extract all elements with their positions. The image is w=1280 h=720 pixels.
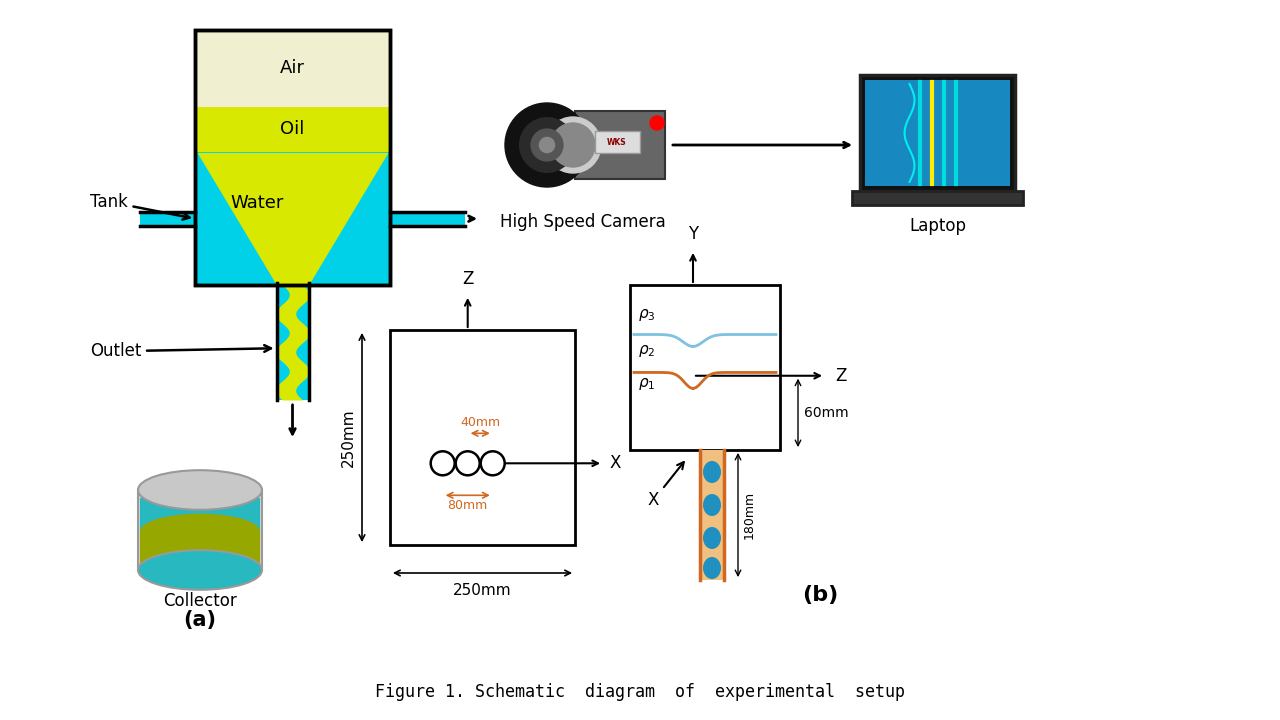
Bar bbox=[276, 285, 308, 400]
Text: Laptop: Laptop bbox=[909, 217, 966, 235]
Text: Air: Air bbox=[280, 59, 305, 77]
Bar bbox=[195, 30, 390, 285]
Bar bbox=[700, 450, 724, 580]
Text: Y: Y bbox=[687, 225, 698, 243]
Text: Z: Z bbox=[462, 270, 474, 288]
Text: Figure 1. Schematic  diagram  of  experimental  setup: Figure 1. Schematic diagram of experimen… bbox=[375, 683, 905, 701]
Ellipse shape bbox=[703, 494, 721, 516]
Text: High Speed Camera: High Speed Camera bbox=[500, 213, 666, 231]
Circle shape bbox=[650, 116, 664, 130]
Ellipse shape bbox=[703, 527, 721, 549]
Circle shape bbox=[506, 103, 589, 187]
Circle shape bbox=[539, 138, 554, 153]
Text: 80mm: 80mm bbox=[448, 499, 488, 513]
Circle shape bbox=[550, 123, 595, 167]
Bar bbox=[140, 498, 260, 531]
Ellipse shape bbox=[138, 550, 262, 590]
Bar bbox=[865, 80, 1010, 186]
Ellipse shape bbox=[703, 557, 721, 579]
Bar bbox=[852, 191, 1023, 205]
Text: Oil: Oil bbox=[280, 120, 305, 138]
Bar bbox=[195, 107, 390, 153]
Bar bbox=[630, 285, 780, 450]
Bar bbox=[138, 490, 262, 570]
Text: $\rho_3$: $\rho_3$ bbox=[637, 307, 655, 323]
Circle shape bbox=[456, 451, 480, 475]
Ellipse shape bbox=[140, 513, 260, 549]
Bar bbox=[195, 153, 390, 285]
Text: 40mm: 40mm bbox=[460, 416, 500, 429]
Bar bbox=[390, 330, 575, 545]
Circle shape bbox=[531, 129, 563, 161]
Circle shape bbox=[481, 451, 504, 475]
Text: Outlet: Outlet bbox=[90, 342, 271, 360]
Text: 60mm: 60mm bbox=[804, 406, 849, 420]
Text: $\rho_2$: $\rho_2$ bbox=[637, 343, 655, 359]
Bar bbox=[390, 212, 465, 225]
Text: 250mm: 250mm bbox=[340, 408, 356, 467]
Text: (b): (b) bbox=[801, 585, 838, 605]
Ellipse shape bbox=[703, 461, 721, 483]
Text: 180mm: 180mm bbox=[742, 491, 756, 539]
Text: 250mm: 250mm bbox=[453, 583, 512, 598]
Text: Water: Water bbox=[230, 194, 284, 212]
Text: Collector: Collector bbox=[163, 592, 237, 610]
Text: WKS: WKS bbox=[607, 138, 627, 147]
Bar bbox=[595, 131, 640, 153]
Circle shape bbox=[520, 117, 575, 172]
Text: X: X bbox=[611, 454, 621, 472]
Ellipse shape bbox=[138, 470, 262, 510]
Circle shape bbox=[545, 117, 602, 173]
Bar bbox=[140, 531, 260, 570]
Bar bbox=[860, 75, 1015, 191]
Text: X: X bbox=[648, 462, 684, 509]
Text: $\rho_1$: $\rho_1$ bbox=[637, 376, 655, 392]
Bar bbox=[195, 30, 390, 107]
Bar bbox=[140, 212, 195, 225]
Bar bbox=[575, 111, 666, 179]
Text: Z: Z bbox=[835, 366, 846, 384]
Text: Tank: Tank bbox=[90, 193, 189, 220]
Bar bbox=[195, 30, 390, 285]
Text: (a): (a) bbox=[183, 610, 216, 630]
Circle shape bbox=[430, 451, 454, 475]
